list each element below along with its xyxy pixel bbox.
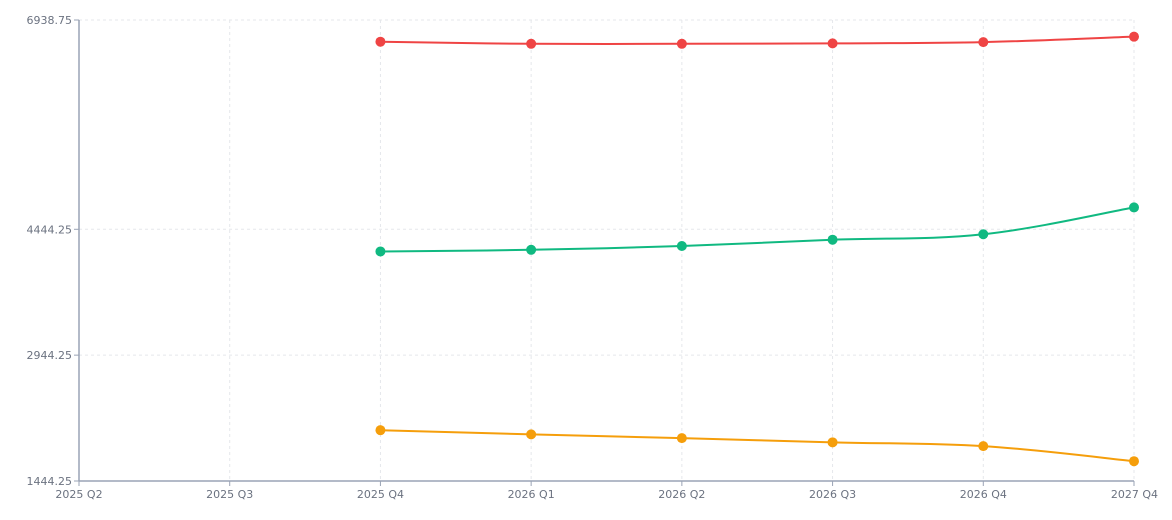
x-tick-label: 2025 Q3	[206, 488, 253, 501]
x-tick-label: 2025 Q2	[55, 488, 102, 501]
data-point[interactable]	[676, 38, 687, 49]
grid-layer	[78, 19, 1135, 482]
data-point[interactable]	[676, 241, 687, 252]
data-point[interactable]	[375, 36, 386, 47]
series-layer	[375, 31, 1139, 467]
y-tick-label: 1444.25	[27, 475, 73, 488]
series-line	[380, 429, 1135, 463]
x-tick-label: 2027 Q4	[1111, 488, 1158, 501]
data-point[interactable]	[526, 244, 537, 255]
y-tick-label: 4444.25	[27, 223, 73, 236]
data-point[interactable]	[375, 246, 386, 257]
x-tick-label: 2026 Q2	[658, 488, 705, 501]
x-tick-label: 2026 Q4	[960, 488, 1007, 501]
data-point[interactable]	[978, 441, 989, 452]
data-point[interactable]	[827, 38, 838, 49]
data-point[interactable]	[676, 433, 687, 444]
axis-layer	[74, 19, 1135, 486]
data-point[interactable]	[827, 234, 838, 245]
series-line	[380, 35, 1135, 45]
x-tick-label: 2026 Q3	[809, 488, 856, 501]
series-line	[380, 206, 1135, 253]
data-point[interactable]	[827, 437, 838, 448]
y-tick-label: 6938.75	[27, 14, 73, 27]
data-point[interactable]	[526, 429, 537, 440]
x-tick-label: 2026 Q1	[508, 488, 555, 501]
data-point[interactable]	[526, 38, 537, 49]
x-tick-label: 2025 Q4	[357, 488, 404, 501]
data-point[interactable]	[978, 37, 989, 48]
data-point[interactable]	[1129, 456, 1139, 467]
data-point[interactable]	[978, 229, 989, 240]
series-2	[375, 425, 1139, 467]
series-1	[375, 202, 1139, 257]
data-point[interactable]	[1129, 202, 1139, 213]
series-0	[375, 31, 1139, 49]
y-tick-label: 2944.25	[27, 349, 73, 362]
data-point[interactable]	[375, 425, 386, 436]
data-point[interactable]	[1129, 31, 1139, 42]
